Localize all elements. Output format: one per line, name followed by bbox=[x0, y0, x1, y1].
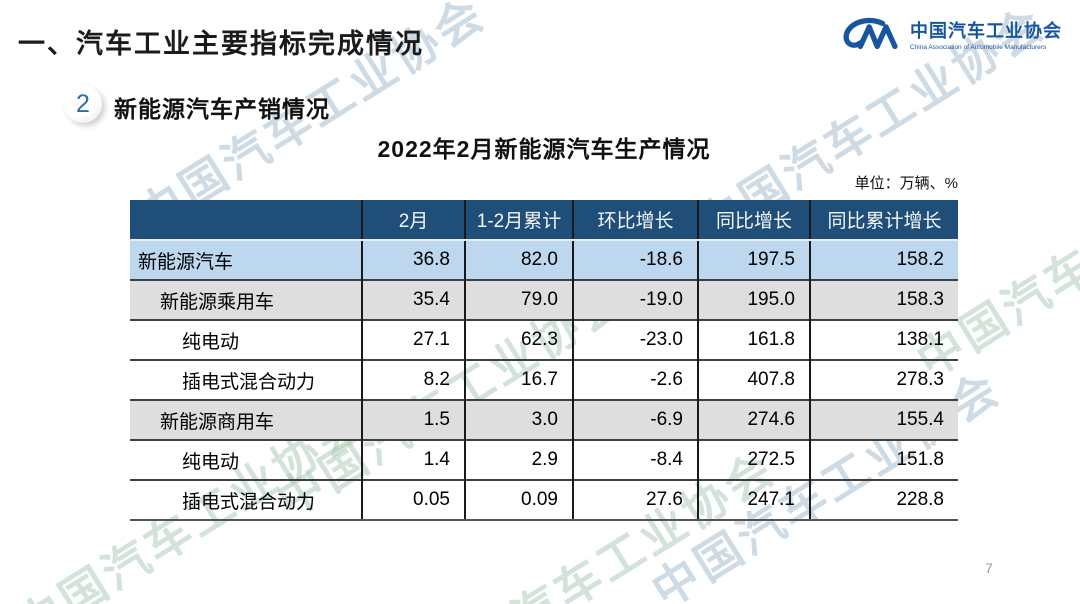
table-row: 纯电动 27.1 62.3 -23.0 161.8 138.1 bbox=[130, 319, 958, 360]
header-cell-yoy-cum: 同比累计增长 bbox=[809, 200, 958, 241]
cell-value: 158.2 bbox=[809, 240, 958, 280]
header-cell-blank bbox=[130, 200, 362, 241]
cell-value: 197.5 bbox=[697, 240, 810, 280]
cell-value: 82.0 bbox=[464, 240, 573, 280]
cell-value: 195.0 bbox=[697, 279, 810, 320]
cell-value: 155.4 bbox=[809, 399, 958, 440]
header-cell-mom: 环比增长 bbox=[572, 200, 698, 241]
section-title: 一、汽车工业主要指标完成情况 bbox=[18, 29, 424, 59]
cell-value: -6.9 bbox=[572, 399, 698, 440]
table-header-row: 2月 1-2月累计 环比增长 同比增长 同比累计增长 bbox=[130, 200, 958, 241]
caam-monogram-icon bbox=[840, 14, 902, 59]
cell-value: 16.7 bbox=[464, 359, 573, 400]
row-label: 新能源乘用车 bbox=[130, 279, 362, 320]
table-row: 新能源商用车 1.5 3.0 -6.9 274.6 155.4 bbox=[130, 399, 958, 440]
row-label: 插电式混合动力 bbox=[130, 359, 362, 400]
table-row: 纯电动 1.4 2.9 -8.4 272.5 151.8 bbox=[130, 439, 958, 480]
row-label: 新能源汽车 bbox=[130, 240, 362, 280]
cell-value: 161.8 bbox=[697, 319, 810, 360]
cell-value: -19.0 bbox=[572, 279, 698, 320]
subsection-title: 新能源汽车产销情况 bbox=[114, 96, 330, 122]
cell-value: 36.8 bbox=[361, 240, 465, 280]
table-title: 2022年2月新能源汽车生产情况 bbox=[377, 136, 711, 162]
cell-value: 1.5 bbox=[361, 399, 465, 440]
section-number-badge: 2 bbox=[64, 85, 102, 123]
cell-value: 274.6 bbox=[697, 399, 810, 440]
row-label: 纯电动 bbox=[130, 319, 362, 360]
header-cell-month: 2月 bbox=[361, 200, 465, 241]
cell-value: 272.5 bbox=[697, 439, 810, 480]
cell-value: 3.0 bbox=[464, 399, 573, 440]
cell-value: 228.8 bbox=[809, 479, 958, 521]
table-row: 新能源汽车 36.8 82.0 -18.6 197.5 158.2 bbox=[130, 240, 958, 280]
header-cell-yoy: 同比增长 bbox=[697, 200, 810, 241]
row-label: 纯电动 bbox=[130, 439, 362, 480]
cell-value: 0.09 bbox=[464, 479, 573, 521]
row-label: 插电式混合动力 bbox=[130, 479, 362, 521]
cell-value: -2.6 bbox=[572, 359, 698, 400]
cell-value: 151.8 bbox=[809, 439, 958, 480]
cell-value: 138.1 bbox=[809, 319, 958, 360]
cell-value: -23.0 bbox=[572, 319, 698, 360]
cell-value: 8.2 bbox=[361, 359, 465, 400]
table-row: 新能源乘用车 35.4 79.0 -19.0 195.0 158.3 bbox=[130, 279, 958, 320]
cell-value: -18.6 bbox=[572, 240, 698, 280]
nev-production-table: 2月 1-2月累计 环比增长 同比增长 同比累计增长 新能源汽车 36.8 82… bbox=[130, 200, 958, 521]
table-row: 插电式混合动力 0.05 0.09 27.6 247.1 228.8 bbox=[130, 479, 958, 521]
cell-value: 35.4 bbox=[361, 279, 465, 320]
cell-value: 247.1 bbox=[697, 479, 810, 521]
caam-name-cn: 中国汽车工业协会 bbox=[910, 21, 1062, 42]
cell-value: 62.3 bbox=[464, 319, 573, 360]
cell-value: 2.9 bbox=[464, 439, 573, 480]
caam-logo: 中国汽车工业协会 China Association of Automobile… bbox=[840, 14, 1062, 59]
cell-value: 278.3 bbox=[809, 359, 958, 400]
cell-value: 79.0 bbox=[464, 279, 573, 320]
cell-value: 158.3 bbox=[809, 279, 958, 320]
row-label: 新能源商用车 bbox=[130, 399, 362, 440]
cell-value: -8.4 bbox=[572, 439, 698, 480]
cell-value: 27.6 bbox=[572, 479, 698, 521]
caam-name-en: China Association of Automobile Manufact… bbox=[910, 43, 1047, 51]
cell-value: 407.8 bbox=[697, 359, 810, 400]
page-number: 7 bbox=[985, 560, 993, 576]
table-row: 插电式混合动力 8.2 16.7 -2.6 407.8 278.3 bbox=[130, 359, 958, 400]
unit-label: 单位：万辆、% bbox=[854, 175, 958, 192]
cell-value: 27.1 bbox=[361, 319, 465, 360]
cell-value: 1.4 bbox=[361, 439, 465, 480]
header-cell-cumulative: 1-2月累计 bbox=[464, 200, 573, 241]
cell-value: 0.05 bbox=[361, 479, 465, 521]
